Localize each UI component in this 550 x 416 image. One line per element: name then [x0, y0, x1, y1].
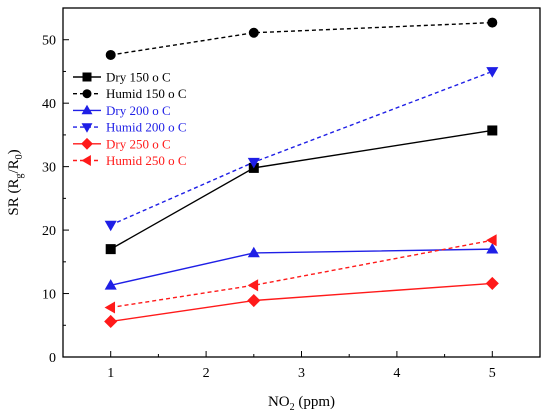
data-point	[485, 276, 499, 290]
series-line-4	[110, 282, 493, 323]
legend-marker	[81, 137, 93, 150]
series-line-2	[110, 248, 493, 286]
data-point	[487, 125, 498, 136]
y-tick-label: 30	[42, 161, 56, 176]
y-tick-label: 10	[42, 288, 56, 303]
data-point	[486, 234, 497, 247]
x-axis-label: NO2 (ppm)	[268, 394, 335, 413]
legend-label: Humid 250 o C	[106, 153, 187, 168]
y-axis-label: SR (Rg/R0)	[6, 149, 25, 215]
data-point	[104, 314, 118, 329]
y-axis-label-sub1: g	[14, 174, 25, 179]
y-axis-label-sub2: 0	[14, 154, 25, 159]
data-point	[247, 279, 259, 292]
legend-marker	[81, 104, 93, 115]
legend-marker	[82, 89, 92, 99]
data-point	[104, 220, 117, 232]
y-axis-label-mid: /R	[6, 159, 22, 173]
legend-marker	[81, 123, 93, 133]
legend-label: Humid 150 o C	[106, 86, 187, 101]
legend-label: Dry 250 o C	[106, 136, 171, 151]
plot-frame	[62, 7, 541, 358]
series-lines	[110, 21, 493, 323]
legend-label: Dry 200 o C	[106, 103, 171, 118]
y-tick-label: 50	[42, 34, 56, 49]
y-tick-label: 40	[42, 97, 56, 112]
data-point	[248, 27, 259, 38]
legend-label: Dry 150 o C	[106, 70, 171, 85]
y-axis-label-main: SR (R	[6, 179, 22, 216]
y-axis-label-end: )	[6, 149, 22, 154]
data-point	[247, 293, 261, 308]
data-point	[486, 242, 499, 254]
x-tick-label: 4	[393, 366, 400, 381]
data-point	[247, 157, 260, 169]
data-point	[487, 17, 498, 28]
data-point	[104, 301, 116, 314]
data-point	[104, 279, 117, 290]
legend-marker	[82, 72, 92, 82]
x-tick-label: 5	[489, 366, 496, 381]
legend-label: Humid 200 o C	[106, 120, 187, 135]
data-point	[247, 246, 260, 258]
y-tick-label: 20	[42, 224, 56, 239]
x-tick-label: 1	[107, 366, 114, 381]
x-tick-label: 2	[203, 366, 210, 381]
data-point	[105, 49, 116, 60]
series-line-1	[110, 21, 493, 56]
y-tick-label: 0	[49, 351, 56, 366]
x-tick-label: 3	[298, 366, 305, 381]
x-axis-label-rest: (ppm)	[295, 394, 335, 410]
series-markers	[104, 17, 499, 329]
data-point	[105, 244, 116, 255]
data-point	[486, 67, 499, 78]
x-axis-label-sub: 2	[290, 402, 295, 413]
x-axis-label-main: NO	[268, 394, 290, 410]
legend-marker	[81, 155, 91, 166]
